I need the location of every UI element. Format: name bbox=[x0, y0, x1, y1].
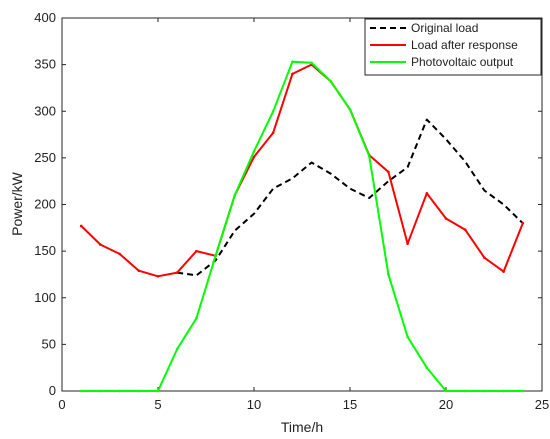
legend: Original load Load after response Photovol… bbox=[364, 18, 542, 76]
x-axis-title: Time/h bbox=[281, 419, 323, 435]
data-point bbox=[521, 389, 525, 393]
data-point bbox=[310, 61, 313, 65]
data-point bbox=[444, 217, 448, 220]
data-point bbox=[387, 273, 390, 276]
data-point bbox=[483, 389, 486, 393]
y-tick-label: 50 bbox=[42, 336, 56, 351]
data-point bbox=[406, 242, 409, 245]
y-tick-label: 200 bbox=[34, 197, 56, 212]
data-point bbox=[118, 389, 121, 393]
y-tick-label: 250 bbox=[34, 150, 56, 165]
legend-label-2: Photovoltaic output bbox=[411, 55, 514, 69]
plot-area bbox=[61, 17, 543, 392]
data-point bbox=[291, 72, 294, 76]
x-tick-label: 20 bbox=[439, 397, 453, 412]
data-point bbox=[444, 389, 448, 393]
data-point bbox=[425, 192, 429, 195]
x-tick-label: 5 bbox=[154, 397, 161, 412]
data-point bbox=[367, 154, 371, 158]
data-point bbox=[233, 193, 237, 197]
data-point bbox=[137, 389, 141, 393]
y-tick-label: 100 bbox=[34, 290, 56, 305]
data-point bbox=[463, 389, 467, 393]
data-point bbox=[156, 275, 160, 278]
data-point bbox=[79, 224, 83, 228]
data-point bbox=[214, 254, 217, 258]
data-point bbox=[463, 228, 467, 231]
x-tick-label: 15 bbox=[343, 397, 357, 412]
y-tick-label: 400 bbox=[34, 10, 56, 25]
legend-label-1: Load after response bbox=[411, 38, 518, 52]
data-point bbox=[502, 270, 505, 273]
data-point bbox=[175, 347, 179, 351]
data-point bbox=[271, 131, 275, 134]
x-tick-label: 0 bbox=[58, 397, 65, 412]
data-point bbox=[156, 389, 160, 393]
data-point bbox=[175, 271, 179, 274]
data-point bbox=[425, 366, 429, 369]
y-axis-title: Power/kW bbox=[9, 171, 25, 236]
legend-label-0: Original load bbox=[411, 21, 478, 35]
series-line-2 bbox=[81, 60, 523, 392]
data-point bbox=[521, 221, 525, 225]
data-point bbox=[195, 316, 198, 320]
x-tick-label: 10 bbox=[247, 397, 261, 412]
data-point bbox=[137, 269, 141, 273]
data-point bbox=[271, 109, 275, 113]
y-tick-label: 150 bbox=[34, 243, 56, 258]
x-tick-label: 25 bbox=[535, 397, 549, 412]
data-point bbox=[483, 256, 486, 259]
data-point bbox=[329, 80, 333, 83]
data-point bbox=[252, 150, 256, 153]
data-point bbox=[79, 389, 83, 393]
y-tick-label: 300 bbox=[34, 103, 56, 118]
data-point bbox=[195, 249, 198, 253]
series-lines bbox=[79, 60, 525, 393]
y-tick-label: 0 bbox=[49, 383, 56, 398]
data-point bbox=[291, 60, 294, 64]
data-point bbox=[348, 108, 352, 111]
data-point bbox=[387, 170, 390, 174]
data-point bbox=[118, 252, 121, 256]
data-point bbox=[406, 335, 409, 339]
series-line-1 bbox=[80, 63, 524, 278]
data-point bbox=[252, 155, 256, 159]
data-point bbox=[99, 389, 102, 393]
data-point bbox=[99, 243, 102, 246]
data-point bbox=[502, 389, 505, 393]
y-tick-label: 350 bbox=[34, 57, 56, 72]
